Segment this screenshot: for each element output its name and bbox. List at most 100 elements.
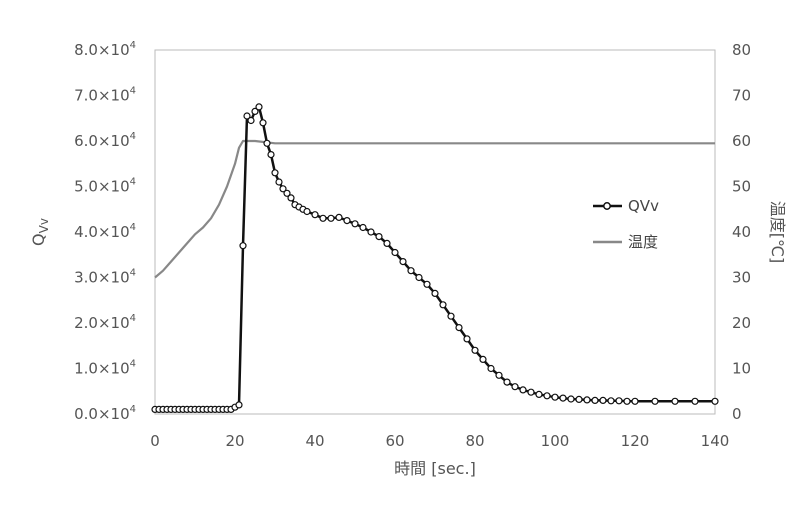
x-tick-label: 40	[305, 432, 324, 450]
qvv-data-point	[575, 395, 583, 403]
y-left-tick-mantissa: 5.0×10	[74, 178, 130, 196]
x-tick-labels: 0 20 40 60 80 100 120 140	[150, 432, 729, 450]
qvv-data-point	[535, 390, 543, 398]
x-axis-title: 時間 [sec.]	[394, 459, 476, 478]
y-left-axis-title: QVv	[29, 218, 51, 246]
y-right-tick-label: 20	[732, 314, 751, 332]
qvv-data-point	[415, 273, 423, 282]
qvv-data-point	[335, 213, 343, 221]
qvv-data-point	[275, 178, 283, 186]
y-left-tick-mantissa: 4.0×10	[74, 223, 130, 241]
y-right-axis-title: 温度[℃]	[768, 201, 787, 263]
y-right-tick-label: 0	[732, 405, 742, 423]
y-left-tick-mantissa: 2.0×10	[74, 314, 130, 332]
qvv-data-point	[527, 388, 535, 396]
qvv-data-point	[543, 392, 551, 400]
y-right-tick-label: 30	[732, 269, 751, 287]
qvv-data-point	[327, 214, 335, 222]
qvv-data-point	[407, 267, 415, 275]
qvv-data-point	[479, 355, 487, 363]
y-left-tick-label: 7.0×104	[74, 86, 136, 105]
y-left-tick-exponent: 4	[130, 177, 136, 188]
y-left-tick-exponent: 4	[130, 313, 136, 324]
qvv-data-point	[263, 139, 271, 147]
y-left-tick-mantissa: 6.0×10	[74, 132, 130, 150]
series-layer	[151, 103, 719, 413]
y-left-axis-title-main: Q	[29, 233, 48, 246]
y-left-tick-mantissa: 8.0×10	[74, 41, 130, 59]
qvv-data-point	[255, 103, 263, 111]
legend: QVv 温度	[593, 197, 659, 251]
qvv-data-point	[567, 395, 575, 403]
x-tick-label: 120	[621, 432, 650, 450]
qvv-data-point	[551, 393, 559, 401]
qvv-data-point	[235, 401, 243, 409]
qvv-data-point	[439, 301, 447, 309]
y-left-tick-labels: 0.0×1041.0×1042.0×1043.0×1044.0×1045.0×1…	[74, 40, 136, 423]
qvv-data-point	[375, 233, 383, 241]
qvv-data-point	[711, 397, 719, 405]
qvv-data-point	[487, 364, 495, 373]
qvv-data-point	[271, 169, 279, 177]
qvv-data-point	[471, 346, 479, 354]
qvv-data-point	[455, 324, 463, 332]
y-left-tick-label: 0.0×104	[74, 404, 136, 423]
y-right-tick-label: 70	[732, 87, 751, 105]
qvv-data-point	[599, 396, 607, 404]
plot-area	[154, 49, 716, 415]
qvv-data-point	[359, 223, 367, 232]
y-right-tick-label: 10	[732, 360, 751, 378]
legend-qvv-marker	[603, 202, 611, 210]
qvv-data-point	[251, 107, 259, 116]
qvv-data-point	[239, 242, 247, 250]
y-left-tick-label: 2.0×104	[74, 313, 136, 332]
qvv-data-point	[583, 396, 591, 404]
y-left-tick-exponent: 4	[130, 222, 136, 233]
y-left-tick-label: 8.0×104	[74, 40, 136, 59]
legend-qvv-label: QVv	[628, 197, 659, 215]
x-tick-label: 100	[541, 432, 570, 450]
y-left-tick-mantissa: 7.0×10	[74, 87, 130, 105]
qvv-data-point	[671, 397, 679, 405]
y-left-tick-mantissa: 3.0×10	[74, 269, 130, 287]
qvv-data-point	[391, 248, 399, 257]
qvv-data-point	[691, 397, 699, 405]
x-tick-label: 0	[150, 432, 160, 450]
x-tick-label: 20	[225, 432, 244, 450]
x-tick-label: 140	[701, 432, 730, 450]
qvv-data-point	[311, 211, 319, 219]
y-right-tick-labels: 0 10 20 30 40 50 60 70 80	[732, 41, 751, 423]
qvv-data-point	[367, 228, 375, 236]
qvv-data-point	[511, 383, 519, 391]
qvv-data-point	[631, 397, 639, 405]
qvv-data-point	[279, 185, 287, 193]
qvv-data-point	[267, 151, 275, 159]
x-tick-label: 60	[385, 432, 404, 450]
qvv-data-point	[399, 258, 407, 266]
qvv-data-point	[303, 207, 311, 216]
y-left-tick-exponent: 4	[130, 359, 136, 370]
y-left-tick-label: 6.0×104	[74, 131, 136, 150]
series-line-temperature	[154, 139, 715, 279]
qvv-data-point	[351, 220, 359, 228]
qvv-data-point	[615, 397, 623, 405]
qvv-data-point	[519, 386, 527, 394]
qvv-data-point	[287, 194, 295, 202]
qvv-data-point	[431, 289, 439, 297]
y-left-tick-label: 4.0×104	[74, 222, 136, 241]
legend-temp-label: 温度	[628, 233, 658, 251]
qvv-data-point	[503, 378, 511, 386]
y-right-tick-label: 40	[732, 223, 751, 241]
qvv-data-point	[495, 371, 503, 379]
qvv-data-point	[651, 397, 659, 405]
qvv-data-point	[283, 189, 291, 197]
y-right-tick-label: 80	[732, 41, 751, 59]
x-tick-label: 80	[465, 432, 484, 450]
y-left-tick-mantissa: 1.0×10	[74, 360, 130, 378]
y-left-tick-exponent: 4	[130, 131, 136, 142]
qvv-data-point	[591, 396, 599, 404]
qvv-data-point	[247, 116, 255, 125]
y-left-tick-exponent: 4	[130, 268, 136, 279]
